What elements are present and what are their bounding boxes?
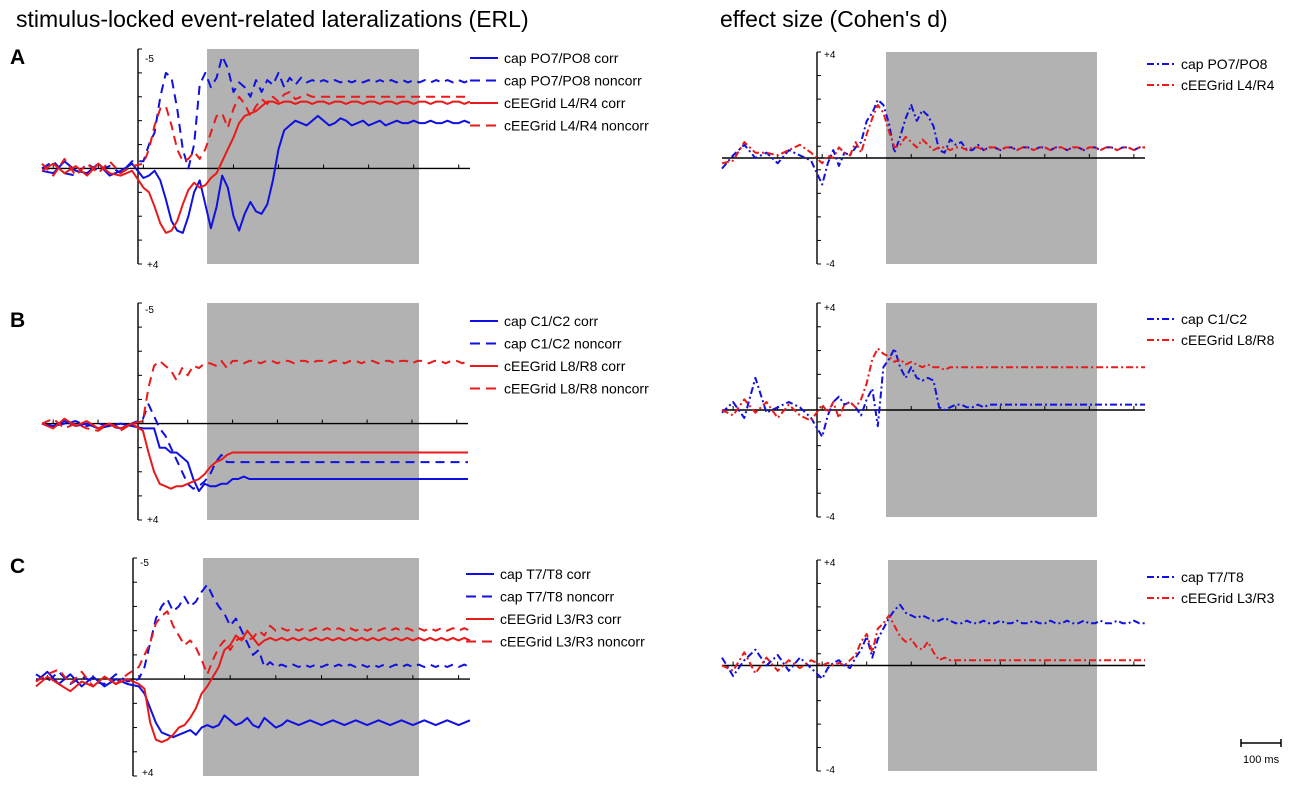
series-line-c-right-1: [721, 603, 1145, 680]
right-column-title: effect size (Cohen's d): [720, 6, 948, 32]
legend-c-left: cap T7/T8 corr cap T7/T8 noncorr cEEGrid L…: [466, 566, 645, 650]
legend-label-b-left-2: cap C1/C2 noncorr: [504, 336, 622, 352]
series-line-a-right-2: [721, 104, 1145, 165]
series-line-c-right-2: [721, 614, 1145, 675]
y-label-top-c-right: +4: [824, 558, 836, 569]
series-line-c-left-1: [35, 670, 471, 739]
panel-b-right: +4 -4 cap C1/C2 cEEGrid L8/R8: [721, 302, 1275, 523]
panel-letter-a: A: [10, 46, 25, 69]
y-label-bottom-c-right: -4: [826, 765, 835, 776]
legend-label-b-left-1: cap C1/C2 corr: [504, 313, 598, 329]
left-column-title: stimulus-locked event-related lateraliza…: [16, 6, 529, 32]
panel-a-right: +4 -4 cap PO7/PO8 cEEGrid L4/R4: [721, 50, 1275, 270]
panel-c-left: -5 +4 cap T7/T8 corr cap T7/T8 noncorr cEEGr…: [35, 557, 645, 779]
panel-c-right: +4 -4 cap T7/T8 cEEGrid L3/R3: [721, 558, 1275, 776]
legend-label-a-right-1: cap PO7/PO8: [1181, 56, 1268, 72]
legend-label-a-right-2: cEEGrid L4/R4: [1181, 77, 1275, 93]
legend-label-a-left-2: cap PO7/PO8 noncorr: [504, 73, 642, 89]
y-label-top-c-left: -5: [140, 558, 149, 569]
series-line-c-left-4: [35, 610, 471, 688]
legend-b-right: cap C1/C2 cEEGrid L8/R8: [1147, 311, 1275, 348]
legend-label-c-left-3: cEEGrid L3/R3 corr: [500, 611, 622, 627]
legend-a-left: cap PO7/PO8 corr cap PO7/PO8 noncorr cEEGr…: [470, 50, 649, 134]
panel-b-left: -5 +4 cap C1/C2 corr cap C1/C2 noncorr cEEGr…: [41, 302, 649, 526]
y-label-top-a-left: -5: [145, 54, 154, 65]
panel-letter-b: B: [10, 309, 25, 332]
legend-label-c-left-2: cap T7/T8 noncorr: [500, 589, 614, 605]
series-line-a-left-1: [41, 114, 471, 234]
y-label-bottom-c-left: +4: [142, 768, 154, 779]
legend-a-right: cap PO7/PO8 cEEGrid L4/R4: [1147, 56, 1275, 93]
panel-letter-c: C: [10, 555, 25, 578]
scale-bar-label: 100 ms: [1243, 754, 1280, 766]
legend-label-a-left-3: cEEGrid L4/R4 corr: [504, 95, 626, 111]
legend-label-a-left-4: cEEGrid L4/R4 noncorr: [504, 118, 649, 134]
series-line-b-left-2: [41, 403, 468, 490]
analysis-window-b-left: [207, 303, 419, 520]
legend-label-c-left-1: cap T7/T8 corr: [500, 566, 591, 582]
y-label-bottom-b-right: -4: [826, 512, 835, 523]
legend-c-right: cap T7/T8 cEEGrid L3/R3: [1147, 569, 1275, 606]
scale-bar: 100 ms: [1240, 739, 1282, 766]
series-line-b-left-3: [41, 417, 468, 490]
series-line-b-left-1: [41, 420, 468, 493]
y-label-top-b-right: +4: [824, 303, 836, 314]
y-label-bottom-a-right: -4: [826, 259, 835, 270]
series-line-b-left-4: [41, 359, 469, 432]
series-line-b-right-1: [721, 347, 1145, 438]
series-line-a-left-2: [41, 55, 471, 177]
legend-label-c-right-1: cap T7/T8: [1181, 569, 1244, 585]
series-line-c-left-3: [35, 629, 471, 744]
legend-label-b-left-4: cEEGrid L8/R8 noncorr: [504, 381, 649, 397]
legend-label-b-left-3: cEEGrid L8/R8 corr: [504, 358, 626, 374]
legend-label-b-right-2: cEEGrid L8/R8: [1181, 332, 1275, 348]
y-label-top-b-left: -5: [145, 305, 154, 316]
y-label-top-a-right: +4: [824, 50, 836, 61]
y-label-bottom-b-left: +4: [147, 515, 159, 526]
legend-label-a-left-1: cap PO7/PO8 corr: [504, 50, 619, 66]
series-line-a-left-3: [41, 100, 471, 234]
y-label-bottom-a-left: +4: [147, 260, 159, 271]
legend-label-c-left-4: cEEGrid L3/R3 noncorr: [500, 634, 645, 650]
series-line-b-right-2: [721, 347, 1145, 422]
legend-label-c-right-2: cEEGrid L3/R3: [1181, 590, 1275, 606]
legend-label-b-right-1: cap C1/C2: [1181, 311, 1247, 327]
legend-b-left: cap C1/C2 corr cap C1/C2 noncorr cEEGrid L…: [470, 313, 649, 397]
series-line-a-left-4: [41, 91, 470, 177]
